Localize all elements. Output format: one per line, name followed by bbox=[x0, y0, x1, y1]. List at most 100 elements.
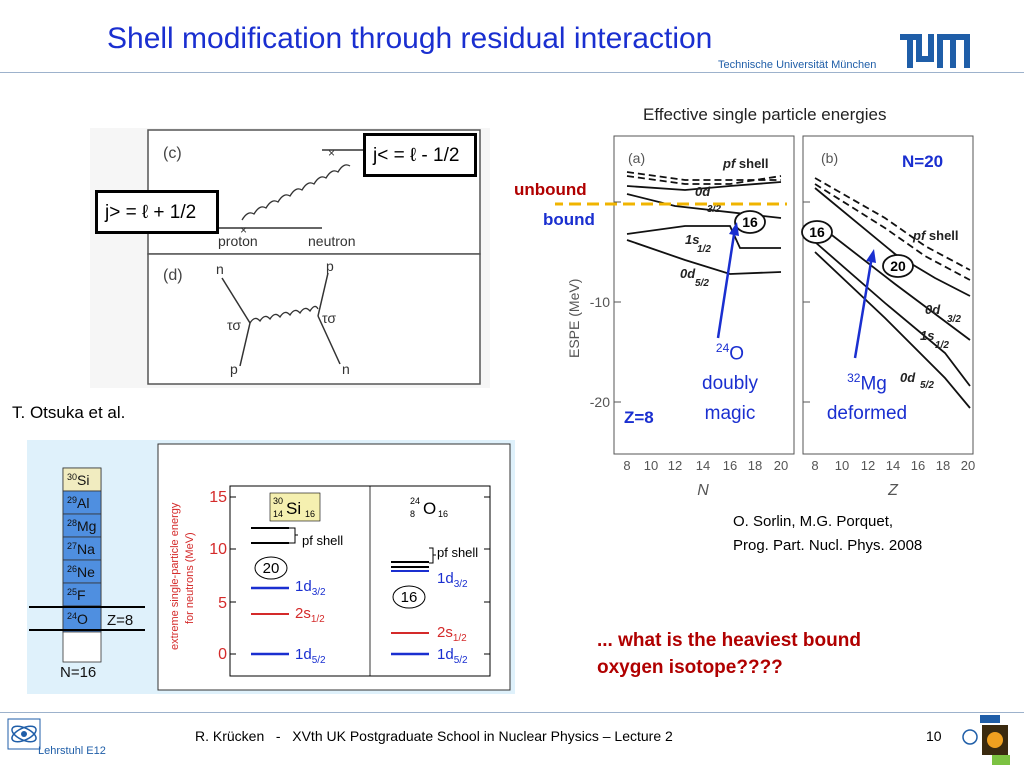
d-n-bottom: n bbox=[342, 361, 350, 377]
svg-text:×: × bbox=[328, 146, 335, 160]
svg-text:3/2: 3/2 bbox=[947, 314, 961, 325]
svg-text:30Si: 30Si bbox=[67, 472, 89, 488]
isotope-figure: 30Si 29Al 28Mg 27Na 26Ne 25F 24O Z=8 N=1… bbox=[27, 440, 515, 694]
tau-sigma-left: τσ bbox=[227, 317, 241, 333]
svg-text:20: 20 bbox=[890, 258, 906, 274]
j-greater-label: j> = ℓ + 1/2 bbox=[105, 202, 197, 223]
isotope-column: 30Si 29Al 28Mg 27Na 26Ne 25F 24O Z=8 N=1… bbox=[29, 467, 145, 681]
svg-text:16: 16 bbox=[305, 509, 315, 519]
svg-text:1/2: 1/2 bbox=[697, 244, 711, 255]
svg-text:10: 10 bbox=[835, 458, 849, 473]
j-greater-box: j> = ℓ + 1/2 bbox=[95, 190, 219, 234]
z8-label-espe: Z=8 bbox=[624, 408, 654, 427]
svg-text:5: 5 bbox=[218, 595, 227, 612]
slide-title: Shell modification through residual inte… bbox=[107, 22, 713, 55]
svg-text:1/2: 1/2 bbox=[935, 340, 949, 351]
svg-text:-20: -20 bbox=[590, 394, 610, 410]
svg-text:16: 16 bbox=[911, 458, 925, 473]
svg-text:-10: -10 bbox=[590, 294, 610, 310]
n20-label: N=20 bbox=[902, 152, 944, 171]
svg-text:16: 16 bbox=[742, 214, 758, 230]
svg-text:0d: 0d bbox=[680, 266, 696, 281]
interaction-wavy-line bbox=[241, 164, 351, 221]
svg-text:5/2: 5/2 bbox=[920, 380, 934, 391]
svg-text:2s1/2: 2s1/2 bbox=[295, 605, 325, 625]
svg-text:(b): (b) bbox=[821, 150, 838, 166]
neutron-label: neutron bbox=[308, 233, 355, 249]
svg-text:1d3/2: 1d3/2 bbox=[295, 578, 326, 598]
svg-text:0d: 0d bbox=[695, 184, 711, 199]
x-label-n: N bbox=[697, 482, 709, 498]
j-less-label: j< = ℓ - 1/2 bbox=[373, 145, 460, 166]
o24-annotation: 24O doubly magic bbox=[702, 341, 758, 425]
z8-label: Z=8 bbox=[107, 612, 133, 629]
d-n-top: n bbox=[216, 261, 224, 277]
chair-label: Lehrstuhl E12 bbox=[38, 745, 106, 757]
question-line-2: oxygen isotope???? bbox=[597, 657, 783, 678]
n16-label: N=16 bbox=[60, 664, 96, 681]
pf-shell-si: pf shell bbox=[302, 533, 343, 548]
svg-text:18: 18 bbox=[936, 458, 950, 473]
d-p-top: p bbox=[326, 258, 334, 274]
svg-text:0d: 0d bbox=[925, 302, 941, 317]
svg-text:16: 16 bbox=[809, 224, 825, 240]
j-less-box: j< = ℓ - 1/2 bbox=[363, 133, 477, 177]
gap-16: 16 bbox=[401, 589, 418, 606]
svg-text:3/2: 3/2 bbox=[707, 204, 721, 215]
gap-20: 20 bbox=[263, 560, 280, 577]
svg-text:1d3/2: 1d3/2 bbox=[437, 570, 468, 590]
svg-text:8: 8 bbox=[623, 458, 630, 473]
d-p-bottom: p bbox=[230, 361, 238, 377]
e12-logo-icon bbox=[7, 718, 41, 750]
svg-text:18: 18 bbox=[748, 458, 762, 473]
svg-text:24O: 24O bbox=[67, 611, 88, 627]
svg-text:10: 10 bbox=[644, 458, 658, 473]
svg-text:28Mg: 28Mg bbox=[67, 518, 96, 534]
svg-text:pf shell: pf shell bbox=[912, 228, 959, 243]
svg-text:26Ne: 26Ne bbox=[67, 564, 95, 580]
svg-text:27Na: 27Na bbox=[67, 541, 95, 557]
svg-text:20: 20 bbox=[961, 458, 975, 473]
x-label-z: Z bbox=[887, 482, 899, 498]
svg-text:×: × bbox=[240, 223, 247, 237]
institution-name: Technische Universität München bbox=[718, 59, 877, 71]
svg-text:16: 16 bbox=[723, 458, 737, 473]
espe-heading: Effective single particle energies bbox=[643, 105, 887, 124]
svg-text:1s: 1s bbox=[685, 232, 699, 247]
espe-y-label: ESPE (MeV) bbox=[566, 279, 582, 358]
mg32-annotation: 32Mg deformed bbox=[826, 371, 908, 425]
footer-divider bbox=[0, 712, 1024, 713]
svg-text:O: O bbox=[423, 499, 436, 518]
svg-text:5/2: 5/2 bbox=[695, 278, 709, 289]
svg-text:0: 0 bbox=[218, 646, 227, 663]
svg-text:20: 20 bbox=[774, 458, 788, 473]
svg-text:16: 16 bbox=[438, 509, 448, 519]
svg-text:1s: 1s bbox=[920, 328, 934, 343]
svg-text:1d5/2: 1d5/2 bbox=[437, 646, 468, 666]
svg-text:2s1/2: 2s1/2 bbox=[437, 624, 467, 644]
svg-text:Si: Si bbox=[286, 499, 301, 518]
partner-logos-icon bbox=[962, 715, 1010, 765]
y-axis-label-2: for neutrons (MeV) bbox=[184, 532, 196, 624]
svg-text:8: 8 bbox=[811, 458, 818, 473]
svg-text:12: 12 bbox=[668, 458, 682, 473]
svg-text:14: 14 bbox=[696, 458, 710, 473]
question-line-1: ... what is the heaviest bound bbox=[597, 630, 861, 651]
svg-text:14: 14 bbox=[273, 509, 283, 519]
svg-text:30: 30 bbox=[273, 496, 283, 506]
pf-shell-o: pf shell bbox=[437, 545, 478, 560]
svg-text:(a): (a) bbox=[628, 150, 645, 166]
tau-sigma-right: τσ bbox=[322, 310, 336, 326]
header-divider bbox=[0, 72, 1024, 73]
svg-text:8: 8 bbox=[410, 509, 415, 519]
svg-text:15: 15 bbox=[209, 489, 227, 506]
panel-d-label: (d) bbox=[163, 267, 183, 284]
svg-text:0d: 0d bbox=[900, 370, 916, 385]
reference-line-1: O. Sorlin, M.G. Porquet, bbox=[733, 513, 894, 530]
y-axis-label-1: extreme single-particle energy bbox=[169, 502, 181, 650]
svg-text:25F: 25F bbox=[67, 587, 86, 603]
espe-chart: (a) (b) ESPE (MeV) -10 -20 8 10 12 14 16… bbox=[555, 135, 975, 498]
tum-logo bbox=[900, 34, 970, 68]
otsuka-credit: T. Otsuka et al. bbox=[12, 403, 126, 422]
svg-text:24: 24 bbox=[410, 496, 420, 506]
